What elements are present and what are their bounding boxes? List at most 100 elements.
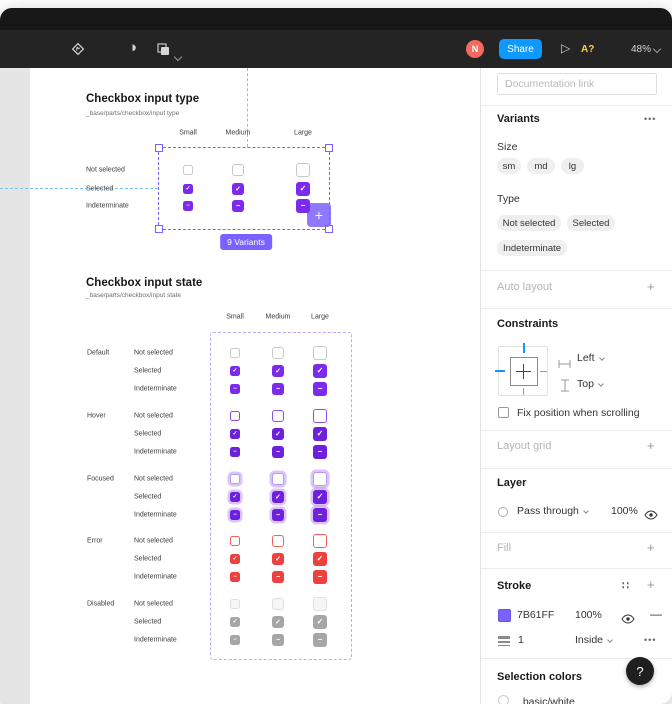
checkbox-disabled-ind-md[interactable]: −: [272, 634, 284, 646]
variants-more-icon[interactable]: •••: [644, 114, 657, 124]
state-grid-group-label[interactable]: Disabled: [87, 600, 115, 608]
state-grid-row-label[interactable]: Not selected: [134, 475, 173, 483]
checkbox-focused-not-sm[interactable]: [230, 474, 240, 484]
state-grid-group-label[interactable]: Focused: [87, 475, 114, 483]
checkbox-default-sel-sm[interactable]: ✓: [183, 184, 193, 194]
type-section-path[interactable]: _base/parts/checkbox/input type: [86, 110, 180, 117]
boolean-dropdown-chevron-icon[interactable]: [173, 47, 183, 65]
checkbox-default-sel-lg[interactable]: ✓: [296, 182, 310, 196]
checkbox-default-sel-lg[interactable]: ✓: [313, 364, 327, 378]
checkbox-hover-not-md[interactable]: [272, 410, 284, 422]
checkbox-hover-sel-lg[interactable]: ✓: [313, 427, 327, 441]
selection-color-swatch[interactable]: [498, 695, 509, 704]
checkbox-error-sel-md[interactable]: ✓: [272, 553, 284, 565]
stroke-add-icon[interactable]: +: [647, 577, 655, 592]
state-grid-group-label[interactable]: Default: [87, 349, 110, 357]
avatar[interactable]: N: [466, 40, 484, 58]
constraints-widget[interactable]: [495, 343, 548, 396]
checkbox-default-ind-md[interactable]: −: [232, 200, 244, 212]
type-grid-row-label[interactable]: Not selected: [86, 166, 125, 174]
stroke-styles-icon[interactable]: ∷: [622, 580, 630, 592]
state-grid-row-label[interactable]: Indeterminate: [134, 636, 177, 644]
checkbox-hover-not-sm[interactable]: [230, 411, 240, 421]
checkbox-default-ind-sm[interactable]: −: [183, 201, 193, 211]
state-grid-row-label[interactable]: Indeterminate: [134, 511, 177, 519]
state-grid-row-label[interactable]: Indeterminate: [134, 385, 177, 393]
checkbox-focused-sel-lg[interactable]: ✓: [313, 490, 327, 504]
checkbox-error-ind-md[interactable]: −: [272, 571, 284, 583]
selection-color-name[interactable]: _basic/white: [517, 696, 575, 704]
checkbox-disabled-ind-lg[interactable]: −: [313, 633, 327, 647]
checkbox-focused-not-lg[interactable]: [313, 472, 327, 486]
checkbox-hover-ind-lg[interactable]: −: [313, 445, 327, 459]
state-grid-column-header[interactable]: Large: [311, 313, 329, 321]
mask-icon[interactable]: ◑: [128, 39, 138, 56]
constraint-left-indicator[interactable]: [495, 370, 505, 372]
boolean-group-icon[interactable]: [155, 41, 171, 62]
type-grid-row-label[interactable]: Selected: [86, 185, 114, 193]
checkbox-default-sel-md[interactable]: ✓: [272, 365, 284, 377]
help-button[interactable]: ?: [626, 657, 654, 685]
present-icon[interactable]: ▷: [561, 41, 571, 55]
state-section-title[interactable]: Checkbox input state: [86, 277, 203, 289]
checkbox-default-not-sm[interactable]: [230, 348, 240, 358]
documentation-link-input[interactable]: [497, 73, 657, 95]
type-grid-column-header[interactable]: Large: [294, 129, 312, 137]
checkbox-default-sel-sm[interactable]: ✓: [230, 366, 240, 376]
checkbox-error-sel-sm[interactable]: ✓: [230, 554, 240, 564]
checkbox-error-sel-lg[interactable]: ✓: [313, 552, 327, 566]
checkbox-default-not-md[interactable]: [232, 164, 244, 176]
state-grid-row-label[interactable]: Selected: [134, 618, 162, 626]
variant-pill-sm[interactable]: sm: [497, 158, 521, 174]
state-grid-row-label[interactable]: Not selected: [134, 537, 173, 545]
variant-pill-selected[interactable]: Selected: [567, 215, 615, 231]
stroke-remove-icon[interactable]: —: [650, 607, 662, 621]
zoom-level[interactable]: 48%: [631, 44, 662, 55]
stroke-align-select[interactable]: Inside: [575, 634, 613, 646]
checkbox-default-not-lg[interactable]: [313, 346, 327, 360]
type-grid-row-label[interactable]: Indeterminate: [86, 202, 129, 210]
share-button[interactable]: Share: [499, 39, 542, 59]
vertical-constraint-select[interactable]: Top: [577, 378, 604, 390]
state-grid-row-label[interactable]: Indeterminate: [134, 448, 177, 456]
canvas-page-frame[interactable]: [30, 68, 480, 704]
state-section-path[interactable]: _base/parts/checkbox/input state: [86, 292, 182, 299]
checkbox-hover-ind-sm[interactable]: −: [230, 447, 240, 457]
checkbox-default-not-md[interactable]: [272, 347, 284, 359]
checkbox-focused-ind-lg[interactable]: −: [313, 508, 327, 522]
variants-count-badge[interactable]: 9 Variants: [220, 234, 272, 250]
state-grid-row-label[interactable]: Selected: [134, 367, 162, 375]
layer-visibility-eye-icon[interactable]: [644, 507, 658, 525]
checkbox-hover-sel-md[interactable]: ✓: [272, 428, 284, 440]
stroke-color-hex[interactable]: 7B61FF: [517, 609, 555, 621]
variant-pill-not-selected[interactable]: Not selected: [497, 215, 561, 231]
checkbox-disabled-ind-sm[interactable]: −: [230, 635, 240, 645]
checkbox-error-ind-lg[interactable]: −: [313, 570, 327, 584]
checkbox-hover-ind-md[interactable]: −: [272, 446, 284, 458]
checkbox-disabled-sel-sm[interactable]: ✓: [230, 617, 240, 627]
selection-handle[interactable]: [155, 225, 163, 233]
type-grid-column-header[interactable]: Small: [179, 129, 197, 137]
checkbox-default-ind-sm[interactable]: −: [230, 384, 240, 394]
stroke-advanced-icon[interactable]: •••: [644, 635, 657, 645]
layer-opacity-value[interactable]: 100%: [611, 505, 638, 517]
layout-grid-add-icon[interactable]: +: [647, 438, 655, 453]
horizontal-constraint-select[interactable]: Left: [577, 352, 605, 364]
canvas[interactable]: Checkbox input type _base/parts/checkbox…: [0, 68, 480, 704]
state-grid-column-header[interactable]: Small: [226, 313, 244, 321]
checkbox-disabled-sel-lg[interactable]: ✓: [313, 615, 327, 629]
stroke-opacity-value[interactable]: 100%: [575, 609, 602, 621]
stroke-color-swatch[interactable]: [498, 609, 511, 622]
selection-bounds[interactable]: [155, 144, 333, 233]
state-grid-row-label[interactable]: Selected: [134, 493, 162, 501]
checkbox-error-ind-sm[interactable]: −: [230, 572, 240, 582]
checkbox-focused-sel-md[interactable]: ✓: [272, 491, 284, 503]
checkbox-hover-not-lg[interactable]: [313, 409, 327, 423]
checkbox-focused-ind-sm[interactable]: −: [230, 510, 240, 520]
state-grid-row-label[interactable]: Not selected: [134, 349, 173, 357]
type-section-title[interactable]: Checkbox input type: [86, 93, 200, 105]
state-grid-group-label[interactable]: Error: [87, 537, 103, 545]
state-grid-row-label[interactable]: Not selected: [134, 600, 173, 608]
variant-pill-indeterminate[interactable]: Indeterminate: [497, 240, 567, 256]
variant-pill-lg[interactable]: lg: [561, 158, 584, 174]
